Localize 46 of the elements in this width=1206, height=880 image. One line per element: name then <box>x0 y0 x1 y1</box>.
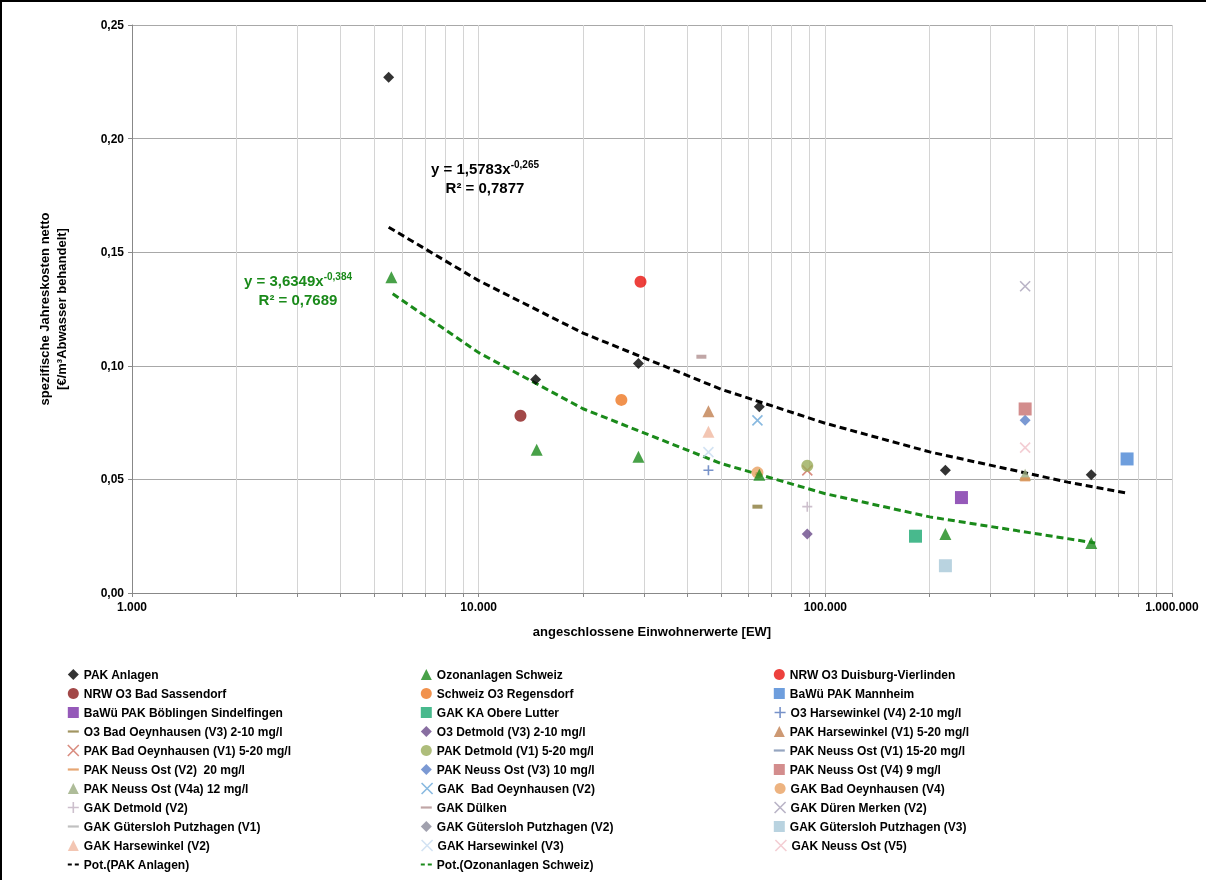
legend-label: BaWü PAK Böblingen Sindelfingen <box>83 705 283 720</box>
x-tick-label: 1.000 <box>116 600 148 614</box>
y-tick-label: 0,00 <box>100 586 125 600</box>
legend-label: GAK Detmold (V2) <box>83 800 188 815</box>
y-tick-label: 0,10 <box>100 358 125 373</box>
legend-label: GAK Harsewinkel (V3) <box>437 838 564 853</box>
legend-label: PAK Neuss Ost (V2) 20 mg/l <box>83 762 245 777</box>
legend-label: Pot.(Ozonanlagen Schweiz) <box>436 857 594 872</box>
legend-label: PAK Neuss Ost (V1) 15-20 mg/l <box>789 743 965 758</box>
legend-label: PAK Harsewinkel (V1) 5-20 mg/l <box>789 724 969 739</box>
annotation: y = 1,5783x$^{-0,265}$ R² = 0,7877 <box>430 158 540 198</box>
legend-label: PAK Anlagen <box>83 667 159 682</box>
legend-label: GAK Gütersloh Putzhagen (V3) <box>789 819 967 834</box>
legend-label: O3 Bad Oeynhausen (V3) 2-10 mg/l <box>83 724 283 739</box>
legend-label: GAK Gütersloh Putzhagen (V2) <box>436 819 614 834</box>
legend-label: O3 Harsewinkel (V4) 2-10 mg/l <box>790 705 962 720</box>
legend-label: GAK Gütersloh Putzhagen (V1) <box>83 819 261 834</box>
legend-label: Ozonanlagen Schweiz <box>436 667 563 682</box>
legend-label: PAK Neuss Ost (V4) 9 mg/l <box>789 762 941 777</box>
legend-label: GAK Bad Oeynhausen (V2) <box>437 781 595 796</box>
y-tick-label: 0,15 <box>100 245 125 260</box>
y-tick-label: 0,05 <box>100 472 125 487</box>
x-tick-label: 1.000.000 <box>1145 600 1200 614</box>
y-tick-label: 0,20 <box>100 131 125 146</box>
legend-label: NRW O3 Bad Sassendorf <box>83 686 228 701</box>
legend-label: GAK KA Obere Lutter <box>436 705 560 720</box>
legend-label: NRW O3 Duisburg-Vierlinden <box>789 667 956 682</box>
x-tick-label: 10.000 <box>460 600 498 614</box>
legend-label: PAK Neuss Ost (V3) 10 mg/l <box>436 762 595 777</box>
legend-label: Schweiz O3 Regensdorf <box>436 686 575 701</box>
y-tick-label: 0,25 <box>100 18 125 32</box>
legend-label: Pot.(PAK Anlagen) <box>83 857 190 872</box>
annotation: y = 3,6349x$^{-0,384}$ R² = 0,7689 <box>243 270 353 310</box>
legend-label: GAK Düren Merken (V2) <box>790 800 927 815</box>
legend-label: BaWü PAK Mannheim <box>789 686 915 701</box>
x-tick-label: 100.000 <box>803 600 848 614</box>
x-axis-title: angeschlossene Einwohnerwerte [EW] <box>532 624 772 639</box>
legend-label: GAK Bad Oeynhausen (V4) <box>790 781 945 796</box>
legend-label: PAK Bad Oeynhausen (V1) 5-20 mg/l <box>83 743 291 758</box>
legend-label: PAK Detmold (V1) 5-20 mg/l <box>436 743 594 758</box>
legend-label: PAK Neuss Ost (V4a) 12 mg/l <box>83 781 249 796</box>
legend-label: GAK Harsewinkel (V2) <box>83 838 210 853</box>
y-axis-title: spezifische Jahreskosten netto [€/m³Abwasser behandelt] <box>37 212 69 406</box>
legend-label: GAK Dülken <box>436 800 507 815</box>
legend-label: O3 Detmold (V3) 2-10 mg/l <box>436 724 586 739</box>
legend-label: GAK Neuss Ost (V5) <box>791 838 907 853</box>
